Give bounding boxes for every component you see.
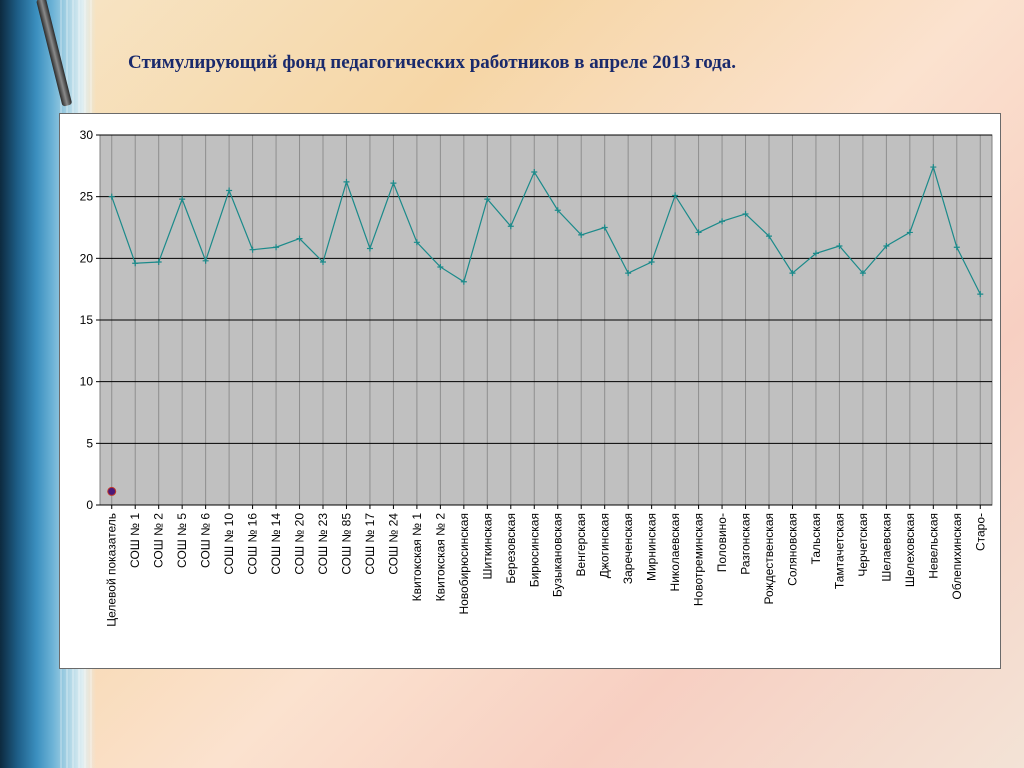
- x-tick-label: СОШ № 2: [152, 513, 166, 568]
- data-point: [742, 210, 749, 217]
- x-tick-label: Невельская: [926, 513, 940, 579]
- x-tick-label: Рождественская: [762, 513, 776, 604]
- data-point: [108, 193, 115, 200]
- data-point: [179, 196, 186, 203]
- x-tick-label: СОШ № 10: [222, 513, 236, 575]
- data-point: [507, 223, 514, 230]
- x-tick-label: Бузыкановская: [551, 513, 565, 597]
- x-tick-label: Мирнинская: [645, 513, 659, 581]
- data-point: [531, 169, 538, 175]
- data-point: [953, 244, 960, 251]
- data-point: [836, 243, 843, 249]
- data-point: [460, 278, 467, 285]
- x-tick-label: СОШ № 16: [246, 513, 260, 575]
- line-chart: 0 5 10 15 20 25 30 Целевой показатель СОШ № 1 СОШ…: [80, 128, 993, 627]
- data-point: [812, 250, 819, 257]
- y-tick-label: 20: [80, 251, 94, 265]
- data-point: [390, 180, 397, 187]
- x-tick-label: Зареченская: [621, 513, 635, 584]
- data-point: [930, 164, 937, 171]
- x-tick-label: СОШ № 20: [293, 513, 307, 575]
- x-tick-label: Соляновская: [785, 513, 799, 586]
- x-tick-label: Бирюсинская: [527, 513, 541, 587]
- data-point: [906, 229, 913, 236]
- x-tick-label: Шелеховская: [903, 513, 917, 587]
- data-point: [437, 263, 444, 270]
- data-point: [977, 291, 984, 298]
- data-point: [719, 218, 726, 225]
- x-tick-label: Квитокская № 1: [410, 513, 424, 602]
- x-tick-label: СОШ № 24: [386, 513, 400, 575]
- data-point: [578, 231, 585, 238]
- data-point: [601, 224, 608, 231]
- y-tick-label: 0: [86, 498, 93, 512]
- x-tick-label: Венгерская: [574, 513, 588, 576]
- x-tick-label: Тамтачетская: [832, 513, 846, 589]
- x-tick-label: Черчетская: [856, 513, 870, 577]
- data-point: [859, 270, 866, 277]
- data-point: [202, 257, 209, 264]
- x-tick-label: Половино-: [715, 513, 729, 572]
- x-tick-label: Новобирюсинская: [457, 513, 471, 615]
- y-tick-label: 5: [86, 436, 93, 450]
- x-tick-label: СОШ № 14: [269, 513, 283, 575]
- x-tick-label: Шелаевская: [879, 513, 893, 582]
- x-tick-label: Старо-: [973, 513, 987, 551]
- y-tick-label: 25: [80, 190, 94, 204]
- x-tick-label: СОШ № 85: [339, 513, 353, 575]
- x-tick-label: Новотреминская: [692, 513, 706, 606]
- x-tick-label: Джогинская: [598, 513, 612, 578]
- data-point: [672, 192, 679, 199]
- y-tick-label: 10: [80, 375, 94, 389]
- x-tick-label: СОШ № 6: [199, 513, 213, 568]
- data-point: [249, 246, 256, 253]
- data-point: [343, 178, 350, 185]
- data-point: [320, 259, 326, 266]
- x-tick-label: СОШ № 17: [363, 513, 377, 575]
- data-point: [789, 270, 796, 277]
- series-line: [111, 165, 981, 295]
- chart-frame: 0 5 10 15 20 25 30 Целевой показатель СОШ № 1 СОШ…: [59, 113, 1001, 669]
- target-point: [107, 486, 117, 496]
- data-point: [413, 239, 420, 246]
- x-tick-label: СОШ № 5: [175, 513, 189, 568]
- x-tick-label: Николаевская: [668, 513, 682, 591]
- data-point: [766, 233, 772, 240]
- data-point: [695, 229, 702, 236]
- y-tick-label: 30: [80, 128, 94, 142]
- data-point: [132, 260, 139, 267]
- page-title: Стимулирующий фонд педагогических работн…: [128, 52, 737, 73]
- data-point: [226, 187, 233, 194]
- y-tick-label: 15: [80, 313, 94, 327]
- data-point: [296, 235, 303, 242]
- x-tick-label: СОШ № 1: [128, 513, 142, 568]
- x-tick-label: Березовская: [504, 513, 518, 584]
- x-tick-label: Шиткинская: [480, 513, 494, 579]
- x-tick-label: СОШ № 23: [316, 513, 330, 575]
- data-point: [883, 243, 890, 249]
- data-point: [648, 259, 655, 266]
- data-point: [484, 196, 491, 203]
- x-tick-label: Тальская: [809, 513, 823, 564]
- x-tick-label: Целевой показатель: [105, 513, 119, 627]
- x-tick-label: Разгонская: [739, 513, 753, 575]
- data-point: [155, 259, 162, 266]
- data-point: [273, 244, 280, 251]
- data-point: [625, 270, 632, 277]
- x-tick-label: Облепихинская: [950, 513, 964, 600]
- x-tick-label: Квитокская № 2: [433, 513, 447, 602]
- data-point: [554, 207, 561, 214]
- data-point: [366, 245, 373, 252]
